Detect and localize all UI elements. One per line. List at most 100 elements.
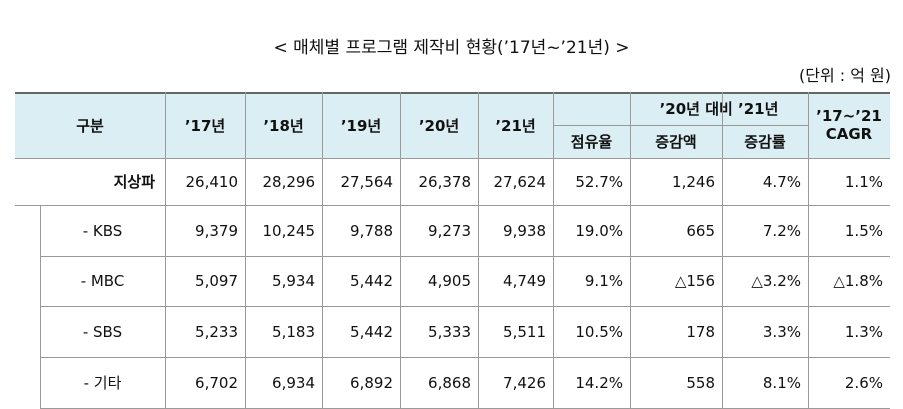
value-cell: 26,378 [418, 172, 472, 191]
rule [808, 306, 809, 357]
rule [245, 357, 246, 408]
header-cell: 증감률 [722, 125, 808, 158]
rule [245, 158, 246, 205]
rule [400, 158, 401, 205]
value-cell: 6,892 [350, 373, 393, 392]
rule [630, 125, 631, 158]
value-cell: 1.5% [844, 221, 883, 240]
rule [722, 306, 723, 357]
rule [400, 256, 401, 306]
value-cell: 28,296 [262, 172, 316, 191]
value-cell: 1.1% [844, 172, 883, 191]
rule [15, 205, 890, 206]
header-cell: 증감액 [630, 125, 722, 158]
rule [165, 92, 166, 158]
row-label: - KBS [82, 221, 123, 240]
row-label: - SBS [82, 322, 123, 341]
value-cell: 27,564 [340, 172, 394, 191]
header-cell: ’20년 [400, 92, 478, 158]
rule [553, 92, 554, 158]
value-cell: 7.2% [762, 221, 801, 240]
value-cell: 5,511 [503, 322, 546, 341]
value-cell: 9.1% [584, 272, 623, 290]
header-cell: 구분 [15, 92, 165, 158]
rule [630, 306, 631, 357]
value-cell: 52.7% [575, 172, 623, 191]
header-cell: ’17년 [165, 92, 245, 158]
header-cell: ’19년 [322, 92, 400, 158]
rule [553, 158, 554, 205]
rule [478, 256, 479, 306]
rule [400, 205, 401, 256]
rule [165, 357, 166, 408]
value-cell: 9,788 [350, 221, 393, 240]
header-cell [553, 92, 630, 125]
value-cell: 19.0% [575, 221, 623, 240]
rule [165, 205, 166, 256]
rule [553, 306, 554, 357]
rule [808, 158, 809, 205]
value-cell: 178 [686, 322, 715, 341]
rule [722, 205, 723, 256]
title: < 매체별 프로그램 제작비 현황(’17년~’21년) > [273, 38, 630, 58]
rule [630, 92, 631, 125]
rule [400, 357, 401, 408]
value-cell: 6,934 [272, 373, 315, 392]
value-cell: △156 [674, 272, 715, 290]
rule [245, 256, 246, 306]
header-cell: 점유율 [553, 125, 630, 158]
rule [722, 256, 723, 306]
rule [322, 92, 323, 158]
rule [15, 92, 890, 94]
rule [322, 256, 323, 306]
rule [15, 158, 890, 159]
header-cell: ’21년 [478, 92, 553, 158]
rule [630, 357, 631, 408]
row-label: - 기타 [83, 374, 122, 392]
rule [808, 205, 809, 256]
rule [478, 92, 479, 158]
rule [40, 256, 890, 257]
value-cell: 5,333 [428, 322, 471, 341]
value-cell: 14.2% [575, 373, 623, 392]
rule [322, 158, 323, 205]
rule [400, 92, 401, 158]
rule [165, 158, 166, 205]
value-cell: 1,246 [672, 172, 715, 191]
cagr-header: CAGR [825, 125, 873, 143]
rule [630, 256, 631, 306]
rule [553, 125, 808, 126]
value-cell: 5,934 [272, 272, 315, 290]
value-cell: 6,868 [428, 373, 471, 392]
value-cell: 2.6% [844, 373, 883, 392]
rule [478, 205, 479, 256]
rule [165, 256, 166, 306]
rule [40, 357, 890, 358]
rule [165, 306, 166, 357]
unit: (단위 : 억 원) [798, 66, 891, 85]
row-label: 지상파 [113, 173, 155, 191]
header-cell: ’17~’21 CAGR [808, 92, 890, 158]
value-cell: 665 [686, 221, 715, 240]
value-cell: 558 [686, 373, 715, 392]
cagr-header: ’17~’21 [816, 107, 882, 125]
value-cell: 7,426 [503, 373, 546, 392]
rule [478, 306, 479, 357]
value-cell: 9,938 [503, 221, 546, 240]
rule [808, 357, 809, 408]
rule [245, 205, 246, 256]
rule [553, 256, 554, 306]
value-cell: 5,442 [350, 272, 393, 290]
value-cell: 5,233 [195, 322, 238, 341]
row-label: - MBC [80, 272, 125, 290]
rule [40, 306, 890, 307]
rule [553, 205, 554, 256]
indent-line [40, 205, 41, 409]
value-cell: 10.5% [575, 322, 623, 341]
rule [478, 158, 479, 205]
rule [245, 92, 246, 158]
rule [722, 125, 723, 158]
rule [322, 357, 323, 408]
rule [400, 306, 401, 357]
